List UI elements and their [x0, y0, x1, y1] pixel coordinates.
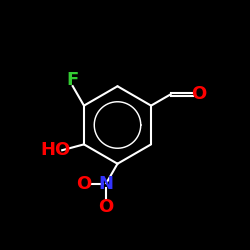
Text: O: O [98, 198, 114, 216]
Text: N: N [99, 176, 114, 194]
Text: F: F [66, 71, 79, 89]
Text: HO: HO [40, 141, 70, 159]
Text: O: O [76, 176, 92, 194]
Text: O: O [191, 86, 206, 103]
